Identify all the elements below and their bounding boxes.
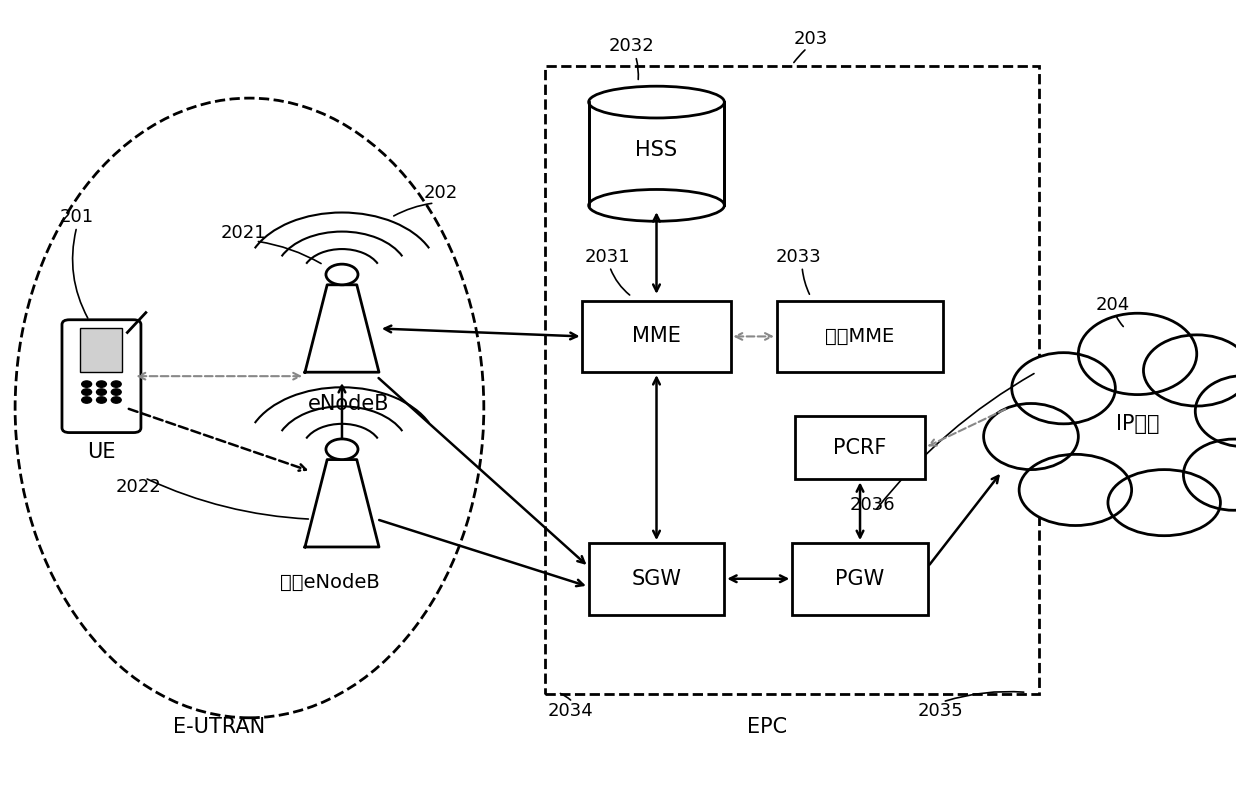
Text: 201: 201 (59, 208, 94, 226)
Circle shape (112, 389, 121, 395)
FancyBboxPatch shape (62, 320, 141, 433)
Text: 2036: 2036 (850, 496, 895, 514)
Ellipse shape (1144, 335, 1239, 406)
Circle shape (326, 439, 358, 459)
Text: 202: 202 (424, 185, 457, 202)
Circle shape (82, 381, 92, 387)
Text: IP业务: IP业务 (1116, 414, 1160, 434)
Text: MME: MME (632, 326, 681, 346)
Text: 2032: 2032 (608, 38, 654, 55)
Ellipse shape (589, 190, 725, 222)
Text: PGW: PGW (835, 569, 885, 589)
FancyBboxPatch shape (589, 102, 725, 206)
FancyBboxPatch shape (795, 416, 924, 479)
FancyBboxPatch shape (81, 329, 123, 372)
FancyBboxPatch shape (777, 301, 943, 372)
Ellipse shape (1078, 314, 1197, 394)
Text: 2034: 2034 (548, 702, 593, 721)
Text: E-UTRAN: E-UTRAN (172, 718, 265, 738)
FancyBboxPatch shape (792, 543, 928, 614)
Text: 2033: 2033 (776, 248, 821, 266)
Text: PCRF: PCRF (834, 438, 887, 458)
Text: 2035: 2035 (917, 702, 963, 721)
Circle shape (97, 381, 107, 387)
Polygon shape (305, 285, 379, 372)
FancyBboxPatch shape (582, 301, 731, 372)
Text: 2022: 2022 (115, 478, 161, 496)
Text: 204: 204 (1095, 296, 1130, 314)
Circle shape (326, 264, 358, 285)
Circle shape (112, 381, 121, 387)
Ellipse shape (1027, 347, 1239, 500)
Text: 其它MME: 其它MME (825, 327, 895, 346)
Polygon shape (305, 459, 379, 547)
Text: SGW: SGW (632, 569, 681, 589)
Text: UE: UE (87, 442, 115, 462)
Text: 203: 203 (793, 30, 828, 47)
Circle shape (82, 397, 92, 403)
Ellipse shape (589, 86, 725, 118)
Ellipse shape (1020, 454, 1131, 526)
FancyBboxPatch shape (589, 543, 725, 614)
Ellipse shape (1108, 470, 1220, 536)
Ellipse shape (1183, 439, 1239, 510)
Circle shape (97, 397, 107, 403)
Ellipse shape (1196, 375, 1239, 446)
Circle shape (112, 397, 121, 403)
Ellipse shape (1012, 353, 1115, 424)
Text: eNodeB: eNodeB (307, 394, 389, 414)
Circle shape (82, 389, 92, 395)
Text: 2031: 2031 (585, 248, 629, 266)
Text: HSS: HSS (636, 140, 678, 160)
Text: 其它eNodeB: 其它eNodeB (280, 574, 379, 592)
Text: EPC: EPC (747, 718, 788, 738)
Ellipse shape (984, 403, 1078, 470)
Text: 2021: 2021 (221, 224, 266, 242)
Circle shape (97, 389, 107, 395)
